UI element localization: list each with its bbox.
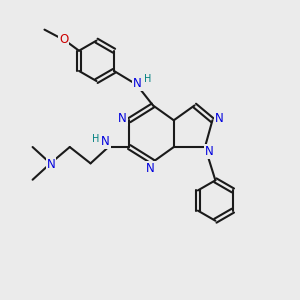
Text: N: N xyxy=(118,112,127,125)
Text: N: N xyxy=(46,158,56,171)
Text: N: N xyxy=(146,162,155,175)
Text: N: N xyxy=(133,76,142,90)
Text: H: H xyxy=(144,74,152,84)
Text: O: O xyxy=(59,33,68,46)
Text: N: N xyxy=(214,112,223,125)
Text: N: N xyxy=(205,145,214,158)
Text: N: N xyxy=(101,135,110,148)
Text: H: H xyxy=(92,134,100,144)
